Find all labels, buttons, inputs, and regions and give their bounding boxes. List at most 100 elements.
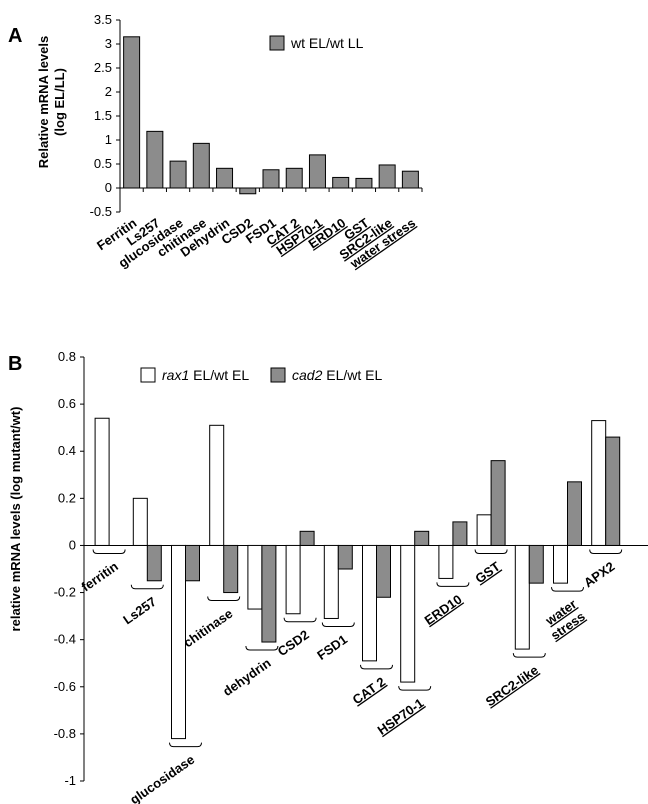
panel-b-category-label-line: HSP70-1 <box>375 695 427 738</box>
panel-b-bars <box>94 417 621 740</box>
panel-b-chart: B relative mRNA levels (log mutant/wt) 0… <box>8 349 648 804</box>
panel-b-category-label: ferritin <box>78 559 120 595</box>
panel-b-bar-rax1 <box>94 417 110 546</box>
panel-a-legend-swatch <box>269 35 285 51</box>
panel-a-bars <box>123 36 419 195</box>
panel-b-y-tick-label: 0 <box>69 537 76 552</box>
panel-b-group-bracket <box>474 549 508 554</box>
panel-b-bar-rax1 <box>247 544 263 610</box>
panel-b-y-tick-label: -0.6 <box>54 679 76 694</box>
panel-b-bar-cad2 <box>299 530 315 546</box>
panel-b-group-bracket <box>92 549 126 554</box>
panel-b-category-label: dehydrin <box>220 655 274 699</box>
panel-a-y-tick-label: 0 <box>105 180 112 195</box>
panel-b-category-label-line: APX2 <box>581 559 617 591</box>
panel-a-bar <box>216 167 234 189</box>
panel-b-bar-cad2 <box>223 544 239 594</box>
panel-b-bar-cad2 <box>185 544 200 582</box>
panel-b-legend-name-cad2: cad2 <box>292 367 323 383</box>
panel-b-category-label-line: Ls257 <box>120 594 159 627</box>
panel-b-category-label: chitinase <box>181 606 236 651</box>
panel-b-bar-rax1 <box>400 544 416 683</box>
panel-b-group-bracket <box>589 549 623 554</box>
panel-b-bar-rax1 <box>209 424 225 546</box>
panel-b-bar-cad2 <box>414 530 430 546</box>
panel-b-legend-swatch-cad2 <box>270 367 286 383</box>
panel-b-legend-label-cad2: cad2 EL/wt EL <box>292 367 382 383</box>
panel-b-bar-cad2 <box>261 544 277 643</box>
panel-a-y-tick-label: 1 <box>105 132 112 147</box>
panel-b-bar-rax1 <box>285 544 301 615</box>
panel-b-category-label: SRC2-like <box>483 662 541 709</box>
panel-a-y-axis-label-line1: Relative mRNA levels <box>36 36 51 168</box>
panel-a-bar <box>378 164 396 189</box>
panel-b-group-bracket <box>436 582 470 587</box>
panel-b-bar-cad2 <box>376 544 391 598</box>
panel-a-label: A <box>8 25 22 47</box>
panel-b-category-label-line: ERD10 <box>422 592 465 628</box>
panel-a-y-axis-label-line2: (log EL/LL) <box>52 68 67 136</box>
panel-b-category-label-line: FSD1 <box>314 632 350 663</box>
panel-b-legend-name-rax1: rax1 <box>162 367 189 383</box>
panel-b-group-bracket <box>512 653 546 658</box>
panel-b-y-tick-label: -1 <box>64 773 76 788</box>
panel-a-y-tick-label: 0.5 <box>94 156 112 171</box>
panel-b-bar-rax1 <box>132 497 148 546</box>
panel-a-y-tick-label: 2 <box>105 84 112 99</box>
panel-a-bar <box>239 187 257 195</box>
panel-a-bar <box>123 36 141 189</box>
panel-a-bar <box>401 170 419 189</box>
panel-b-y-tick-label: -0.8 <box>54 726 76 741</box>
panel-b-legend-suffix-rax1: EL/wt EL <box>189 367 249 383</box>
panel-b-category-label: waterstress <box>539 596 588 643</box>
panel-a-bar <box>285 167 303 189</box>
panel-b-bar-rax1 <box>362 544 377 662</box>
panel-a-bar <box>146 130 164 189</box>
panel-a-category-labels: FerritinLs257glucosidasechitinaseDehydri… <box>94 215 418 271</box>
panel-b-category-label-line: CSD2 <box>275 627 312 659</box>
panel-b-bar-cad2 <box>452 521 468 546</box>
panel-b-group-bracket <box>321 622 355 627</box>
panel-b-category-label: FSD1 <box>314 632 350 663</box>
panel-b-category-label-line: CAT 2 <box>350 674 389 707</box>
panel-b-label: B <box>8 353 22 375</box>
panel-a-chart: A Relative mRNA levels (log EL/LL) -0.5 0… <box>8 12 423 272</box>
panel-b-category-label: CSD2 <box>275 627 312 659</box>
panel-b-group-bracket <box>360 664 393 670</box>
panel-b-category-label-line: GST <box>472 559 503 587</box>
panel-b-category-label: glucosidase <box>127 752 197 804</box>
panel-b-group-bracket <box>169 742 202 748</box>
panel-b-bar-cad2 <box>490 460 506 546</box>
panel-b-group-bracket <box>207 596 241 602</box>
panel-a-bar <box>355 177 373 189</box>
panel-b-bar-rax1 <box>591 420 607 546</box>
panel-b-bar-rax1 <box>514 544 530 650</box>
panel-b-category-label-line: ferritin <box>78 559 120 595</box>
panel-b-legend: rax1 EL/wt EL cad2 EL/wt EL <box>140 367 382 383</box>
panel-b-y-tick-label: 0.4 <box>58 443 76 458</box>
panel-b-y-tick-label: 0.8 <box>58 349 76 364</box>
panel-b-group-bracket <box>551 587 584 592</box>
panel-b-bar-rax1 <box>171 544 186 740</box>
panel-a-bar <box>169 160 187 189</box>
panel-b-bar-rax1 <box>476 514 492 546</box>
panel-b-category-label: HSP70-1 <box>375 695 427 738</box>
panel-b-group-bracket <box>245 645 279 651</box>
panel-b-category-label-line: glucosidase <box>127 752 197 804</box>
panel-b-category-label: CAT 2 <box>350 674 389 707</box>
panel-b-group-bracket <box>130 584 164 590</box>
panel-a-bar <box>308 154 326 189</box>
panel-b-category-label: GST <box>472 559 503 587</box>
panel-b-bar-rax1 <box>323 544 339 619</box>
panel-b-bar-cad2 <box>567 481 582 546</box>
panel-a-legend: wt EL/wt LL <box>269 35 364 51</box>
panel-b-bar-cad2 <box>337 544 353 570</box>
panel-b-legend-label-rax1: rax1 EL/wt EL <box>162 367 249 383</box>
panel-b-category-label-line: dehydrin <box>220 655 274 699</box>
panel-a-y-tick-label: 1.5 <box>94 108 112 123</box>
panel-b-group-bracket <box>283 617 317 623</box>
panel-b-bar-cad2 <box>605 436 621 546</box>
panel-b-bar-cad2 <box>146 544 162 582</box>
panel-a-y-tick-label: -0.5 <box>90 204 112 219</box>
